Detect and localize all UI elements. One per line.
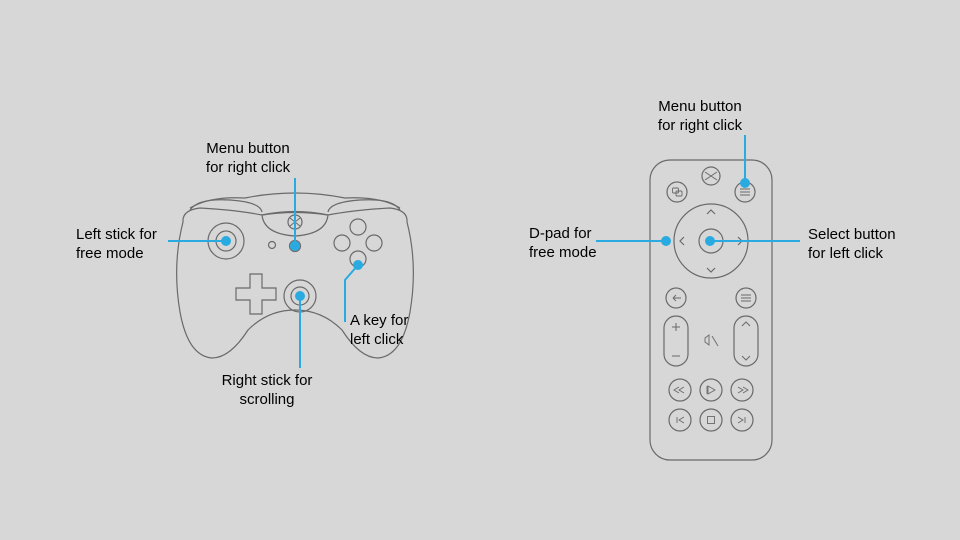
callout-layer <box>0 0 960 540</box>
diagram-canvas: Menu button for right click Left stick f… <box>0 0 960 540</box>
label-controller-a-key: A key for left click <box>350 312 408 350</box>
label-remote-menu: Menu button for right click <box>658 98 742 136</box>
label-remote-dpad: D-pad for free mode <box>529 225 597 263</box>
label-controller-left-stick: Left stick for free mode <box>76 226 157 264</box>
label-remote-select: Select button for left click <box>808 226 896 264</box>
label-controller-menu: Menu button for right click <box>206 140 290 178</box>
label-controller-right-stick: Right stick for scrolling <box>222 372 313 410</box>
